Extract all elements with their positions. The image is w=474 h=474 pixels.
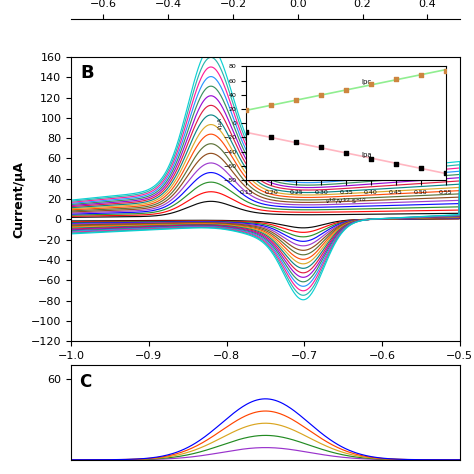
Y-axis label: Current/μA: Current/μA	[12, 161, 25, 237]
Point	[243, 129, 250, 137]
Point	[417, 164, 424, 172]
Point	[292, 139, 300, 146]
Point	[243, 107, 250, 114]
X-axis label: $\nu^{1/2}$/V$^{1/2}$ S$^{-1/2}$: $\nu^{1/2}$/V$^{1/2}$ S$^{-1/2}$	[325, 196, 367, 206]
Point	[442, 169, 449, 177]
Y-axis label: i/μA: i/μA	[217, 117, 222, 129]
Point	[367, 81, 374, 88]
Point	[342, 149, 350, 157]
Text: Ipc: Ipc	[361, 79, 371, 85]
X-axis label: Potential/V: Potential/V	[227, 366, 304, 380]
Point	[392, 75, 400, 83]
Point	[317, 91, 325, 99]
Point	[267, 102, 275, 109]
Point	[417, 71, 424, 79]
Point	[392, 160, 400, 168]
Text: C: C	[79, 373, 91, 391]
Point	[442, 67, 449, 74]
Point	[292, 97, 300, 104]
Point	[267, 134, 275, 141]
Text: Ipa: Ipa	[361, 152, 372, 158]
Point	[317, 144, 325, 151]
Point	[342, 86, 350, 94]
Text: B: B	[81, 64, 94, 82]
Point	[367, 155, 374, 163]
